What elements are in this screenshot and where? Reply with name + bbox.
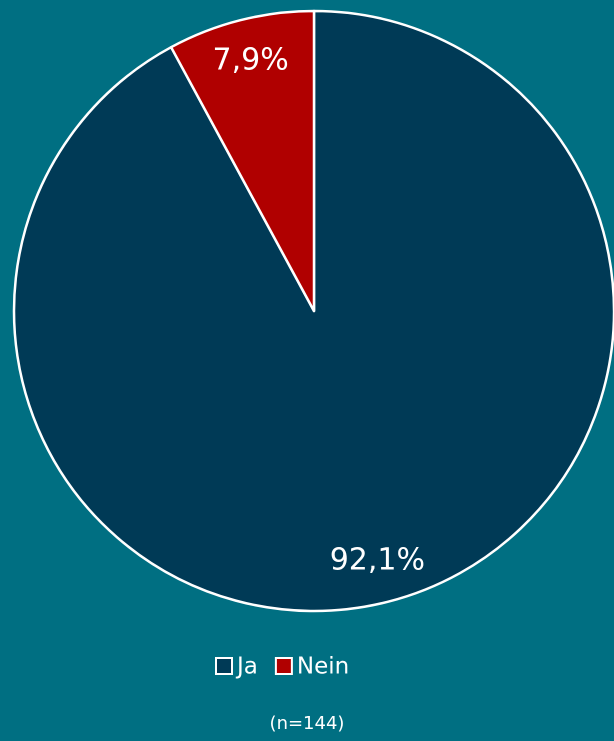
- legend-swatch: [215, 657, 233, 675]
- pie-slice: [169, 9, 316, 313]
- data-label: 7,9%: [213, 42, 289, 77]
- legend-label: Ja: [235, 654, 258, 680]
- legend-label: Nein: [297, 654, 349, 680]
- sample-note: (n=144): [270, 713, 345, 734]
- legend-swatch: [274, 657, 293, 675]
- data-label: 92,1%: [330, 543, 425, 578]
